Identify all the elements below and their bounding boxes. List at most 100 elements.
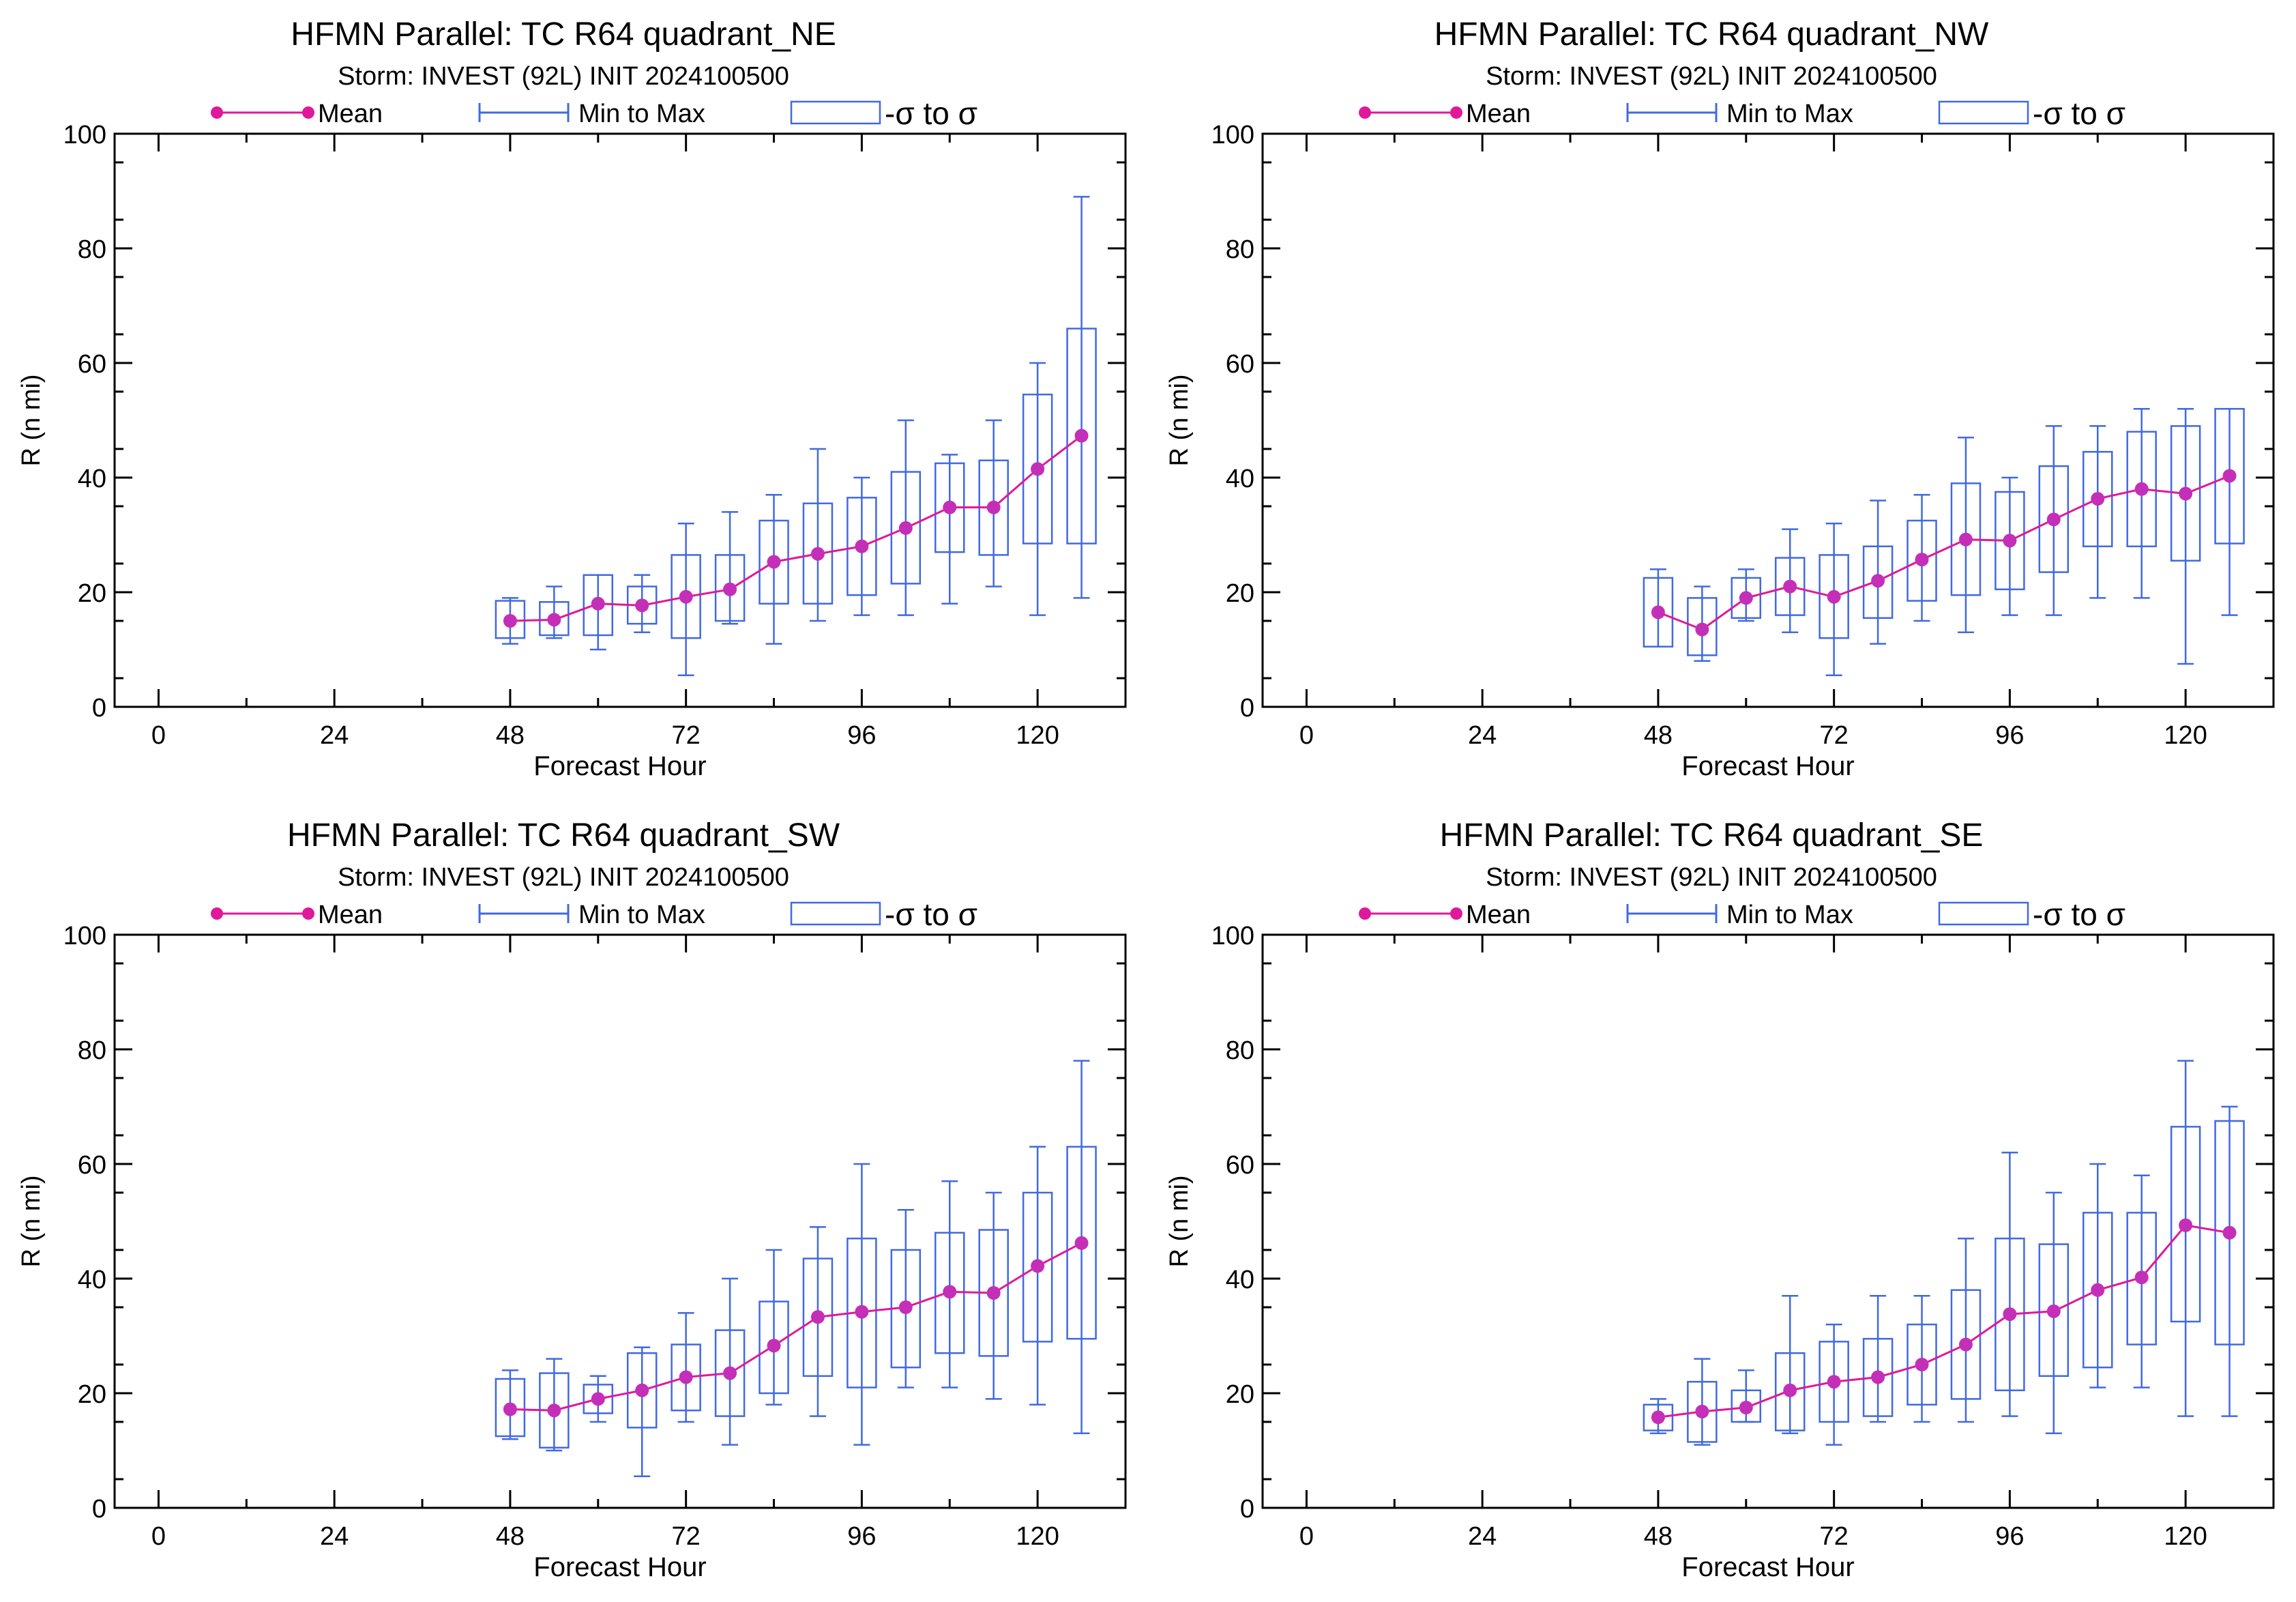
sigma-box xyxy=(802,1257,834,1378)
sigma-box xyxy=(2126,1212,2157,1345)
plot-frame xyxy=(1261,933,2275,1509)
mean-point xyxy=(2222,469,2237,483)
x-tick-label: 48 xyxy=(1644,721,1673,750)
sigma-box xyxy=(1819,1341,1849,1423)
mean-point xyxy=(723,582,737,596)
sigma-box xyxy=(1687,1380,1718,1443)
chart-title: HFMN Parallel: TC R64 quadrant_SE xyxy=(1440,817,1984,854)
mean-point xyxy=(898,521,913,535)
sigma-box xyxy=(671,1343,701,1412)
sigma-box xyxy=(1731,1389,1762,1423)
chart-panel-2: HFMN Parallel: TC R64 quadrant_NW Storm: … xyxy=(1165,16,2275,781)
chart-panel-4: HFMN Parallel: TC R64 quadrant_SE Storm: … xyxy=(1165,817,2275,1582)
mean-point xyxy=(2046,512,2061,527)
legend-mean-marker xyxy=(211,106,223,119)
plot-frame xyxy=(113,933,1127,1509)
y-axis-label: R (n mi) xyxy=(1165,1175,1194,1267)
sigma-box xyxy=(626,1352,658,1429)
y-tick-label: 0 xyxy=(92,1495,106,1524)
x-axis: 0 24 48 72 96 120 xyxy=(151,935,1059,1551)
mean-point xyxy=(2091,1283,2105,1297)
mean-point xyxy=(1958,532,1973,547)
mean-line xyxy=(1658,475,2231,631)
y-tick-label: 100 xyxy=(63,922,106,950)
mean-point xyxy=(503,1402,517,1416)
mean-point xyxy=(986,1286,1001,1300)
mean-point xyxy=(855,539,869,553)
legend-mean-label: Mean xyxy=(318,100,383,128)
legend: Mean Min to Max -σ to σ xyxy=(1359,897,2125,932)
x-tick-label: 96 xyxy=(847,1522,876,1551)
chart-subtitle: Storm: INVEST (92L) INIT 2024100500 xyxy=(338,863,789,892)
mean-line xyxy=(1658,1224,2230,1418)
mean-point xyxy=(2222,1225,2237,1240)
sigma-box xyxy=(495,600,526,639)
mean-point xyxy=(898,1300,913,1314)
x-tick-label: 0 xyxy=(151,721,166,750)
plot-frame xyxy=(1261,132,2275,708)
data-marks xyxy=(495,1060,1097,1478)
mean-point xyxy=(2179,1218,2193,1232)
mean-point xyxy=(1915,1358,1929,1371)
sigma-box xyxy=(714,554,746,622)
x-tick-label: 96 xyxy=(1995,721,2024,750)
mean-point xyxy=(1783,1383,1797,1397)
sigma-box xyxy=(1862,1337,1894,1417)
legend: Mean Min to Max -σ to σ xyxy=(211,96,977,131)
y-tick-label: 80 xyxy=(1226,235,1254,264)
x-tick-label: 120 xyxy=(2164,721,2207,750)
mean-point xyxy=(1915,553,1929,567)
sigma-box xyxy=(759,519,789,605)
legend-mean-marker xyxy=(1359,106,1371,119)
y-tick-label: 80 xyxy=(1226,1036,1254,1065)
mean-point xyxy=(1031,1259,1045,1273)
x-axis-label: Forecast Hour xyxy=(533,1552,706,1582)
x-axis: 0 24 48 72 96 120 xyxy=(151,134,1059,750)
mean-point xyxy=(1695,1404,1709,1418)
mean-point xyxy=(1739,1401,1753,1414)
x-tick-label: 24 xyxy=(320,1522,349,1551)
mean-point xyxy=(1651,605,1665,620)
mean-point xyxy=(635,1383,649,1397)
y-axis: 0 20 40 60 80 100 xyxy=(1211,922,2273,1524)
mean-point xyxy=(767,555,781,569)
mean-point xyxy=(855,1305,869,1319)
legend-range-label: Min to Max xyxy=(1726,100,1853,128)
mean-point xyxy=(1739,591,1753,605)
sigma-box xyxy=(2082,1212,2113,1369)
mean-line xyxy=(510,435,1083,622)
sigma-box xyxy=(1022,1191,1053,1343)
legend-mean-marker xyxy=(1450,907,1462,920)
y-tick-label: 60 xyxy=(1226,1151,1254,1180)
sigma-box xyxy=(2214,1120,2245,1345)
y-tick-label: 100 xyxy=(1211,922,1254,950)
legend-mean-marker xyxy=(211,907,223,920)
y-axis-label: R (n mi) xyxy=(17,1175,46,1267)
sigma-box xyxy=(2126,431,2157,548)
x-tick-label: 48 xyxy=(496,721,525,750)
chart-title: HFMN Parallel: TC R64 quadrant_NE xyxy=(291,16,836,53)
mean-point xyxy=(1651,1410,1665,1425)
legend: Mean Min to Max -σ to σ xyxy=(1359,96,2125,131)
x-tick-label: 120 xyxy=(1016,721,1059,750)
chart-subtitle: Storm: INVEST (92L) INIT 2024100500 xyxy=(1486,62,1937,91)
sigma-box xyxy=(714,1329,746,1417)
x-tick-label: 96 xyxy=(847,721,876,750)
x-tick-label: 24 xyxy=(320,721,349,750)
y-tick-label: 20 xyxy=(78,1380,106,1409)
chart-subtitle: Storm: INVEST (92L) INIT 2024100500 xyxy=(1486,863,1937,892)
x-tick-label: 72 xyxy=(1820,721,1849,750)
mean-point xyxy=(2134,482,2149,496)
mean-point xyxy=(810,1310,825,1324)
y-axis-label: R (n mi) xyxy=(1165,374,1194,466)
y-tick-label: 100 xyxy=(1211,121,1254,149)
y-tick-label: 80 xyxy=(78,1036,106,1065)
chart-subtitle: Storm: INVEST (92L) INIT 2024100500 xyxy=(338,62,789,91)
legend-sigma-label: -σ to σ xyxy=(885,897,977,932)
mean-point xyxy=(679,589,693,604)
legend-range-label: Min to Max xyxy=(1726,901,1853,929)
legend-mean-label: Mean xyxy=(1466,901,1531,929)
mean-line xyxy=(510,1242,1083,1412)
sigma-box xyxy=(759,1300,789,1395)
x-tick-label: 96 xyxy=(1995,1522,2024,1551)
